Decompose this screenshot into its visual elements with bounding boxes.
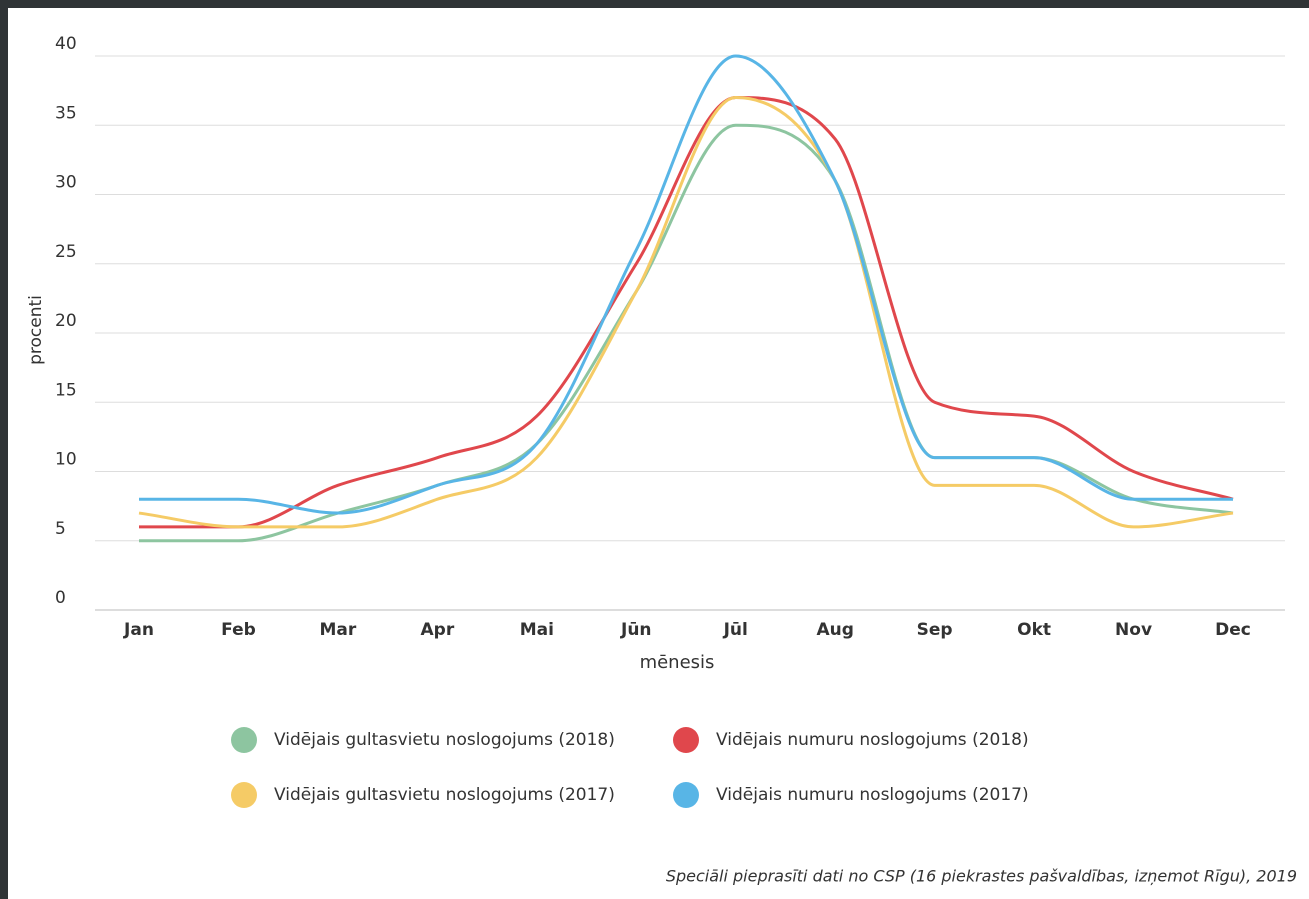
- x-tick-label: Apr: [421, 620, 455, 640]
- x-tick-label: Jan: [123, 620, 154, 640]
- legend-marker: [673, 727, 699, 753]
- line: [138, 54, 1233, 515]
- x-tick-label: Sep: [917, 620, 953, 640]
- y-tick-label: 20: [55, 311, 77, 331]
- y-tick-label: 40: [55, 34, 77, 54]
- x-tick-label: Feb: [221, 620, 256, 640]
- line: [138, 96, 1234, 529]
- y-tick-label: 35: [55, 103, 77, 123]
- x-tick-label: Dec: [1215, 620, 1251, 640]
- legend-label: Vidējais numuru noslogojums (2018): [716, 730, 1029, 750]
- source: Speciāli pieprasīti dati no CSP (16 piek…: [666, 867, 1297, 886]
- x-tick-label: Nov: [1115, 620, 1152, 640]
- legend-marker: [673, 782, 699, 808]
- y-axis-label: procenti: [26, 295, 46, 365]
- x-tick-label: Mar: [320, 620, 357, 640]
- chart: procenti mēnesis Speciāli pieprasīti dat…: [8, 8, 1309, 899]
- y-tick-label: 5: [55, 519, 66, 539]
- y-tick-label: 10: [55, 450, 77, 470]
- y-tick-label: 25: [55, 242, 77, 262]
- y-tick-label: 15: [55, 380, 77, 400]
- legend-label: Vidējais gultasvietu noslogojums (2018): [274, 730, 615, 750]
- y-tick-label: 0: [55, 588, 66, 608]
- legend-marker: [231, 782, 257, 808]
- legend-marker: [231, 727, 257, 753]
- x-tick-label: Jūl: [723, 620, 748, 640]
- x-tick-label: Mai: [520, 620, 554, 640]
- x-tick-label: Okt: [1017, 620, 1051, 640]
- legend-label: Vidējais gultasvietu noslogojums (2017): [274, 785, 615, 805]
- x-tick-label: Aug: [816, 620, 853, 640]
- x-axis-label: mēnesis: [640, 652, 715, 673]
- y-tick-label: 30: [55, 173, 77, 193]
- line: [138, 96, 1234, 529]
- x-tick-label: Jūn: [620, 620, 652, 640]
- legend-label: Vidējais numuru noslogojums (2017): [716, 785, 1029, 805]
